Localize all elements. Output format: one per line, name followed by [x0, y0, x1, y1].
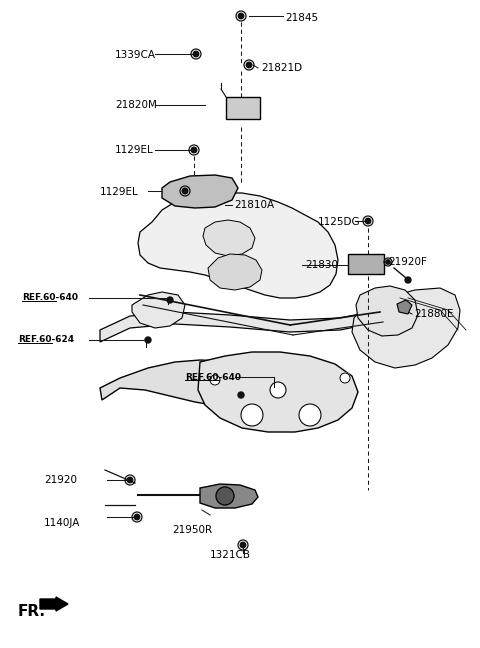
- Circle shape: [167, 297, 173, 303]
- Text: 21950R: 21950R: [172, 525, 212, 535]
- Circle shape: [240, 542, 246, 548]
- Text: 1129EL: 1129EL: [100, 187, 139, 197]
- FancyArrow shape: [40, 597, 68, 611]
- Text: REF.60-640: REF.60-640: [185, 373, 241, 382]
- Text: 21880E: 21880E: [414, 309, 454, 319]
- Circle shape: [193, 51, 199, 57]
- Polygon shape: [352, 288, 460, 368]
- Circle shape: [182, 189, 188, 194]
- Circle shape: [299, 404, 321, 426]
- Polygon shape: [203, 220, 255, 256]
- Circle shape: [246, 62, 252, 68]
- Polygon shape: [132, 292, 185, 328]
- Circle shape: [340, 373, 350, 383]
- Circle shape: [405, 277, 411, 283]
- Text: 1140JA: 1140JA: [44, 518, 80, 528]
- Text: 21821D: 21821D: [261, 63, 302, 73]
- Circle shape: [127, 477, 133, 483]
- Polygon shape: [100, 360, 275, 406]
- Polygon shape: [138, 193, 338, 298]
- Circle shape: [191, 147, 197, 153]
- Circle shape: [216, 487, 234, 505]
- Text: 21920F: 21920F: [388, 257, 427, 267]
- Text: 1129EL: 1129EL: [115, 145, 154, 155]
- Text: 1339CA: 1339CA: [115, 50, 156, 60]
- Text: 21845: 21845: [285, 13, 318, 23]
- Circle shape: [145, 337, 151, 343]
- Polygon shape: [198, 352, 358, 432]
- Polygon shape: [356, 286, 418, 336]
- Polygon shape: [200, 484, 258, 508]
- Bar: [226, 97, 260, 119]
- Circle shape: [386, 260, 390, 264]
- Polygon shape: [208, 254, 262, 290]
- Text: 21830: 21830: [305, 260, 338, 270]
- Text: 21810A: 21810A: [234, 200, 274, 210]
- Text: 1321CB: 1321CB: [210, 550, 251, 560]
- Circle shape: [365, 218, 371, 224]
- Polygon shape: [100, 300, 432, 342]
- Text: 1125DG: 1125DG: [318, 217, 360, 227]
- Text: REF.60-640: REF.60-640: [22, 294, 78, 303]
- Circle shape: [238, 13, 244, 19]
- Polygon shape: [397, 300, 412, 314]
- Circle shape: [238, 392, 244, 398]
- Polygon shape: [162, 175, 238, 208]
- Text: 21920: 21920: [44, 475, 77, 485]
- Bar: [348, 254, 384, 274]
- Circle shape: [134, 515, 140, 520]
- Text: 21820M: 21820M: [115, 100, 157, 110]
- Circle shape: [210, 375, 220, 385]
- Circle shape: [270, 382, 286, 398]
- Circle shape: [241, 404, 263, 426]
- Text: FR.: FR.: [18, 605, 46, 619]
- Text: REF.60-624: REF.60-624: [18, 336, 74, 345]
